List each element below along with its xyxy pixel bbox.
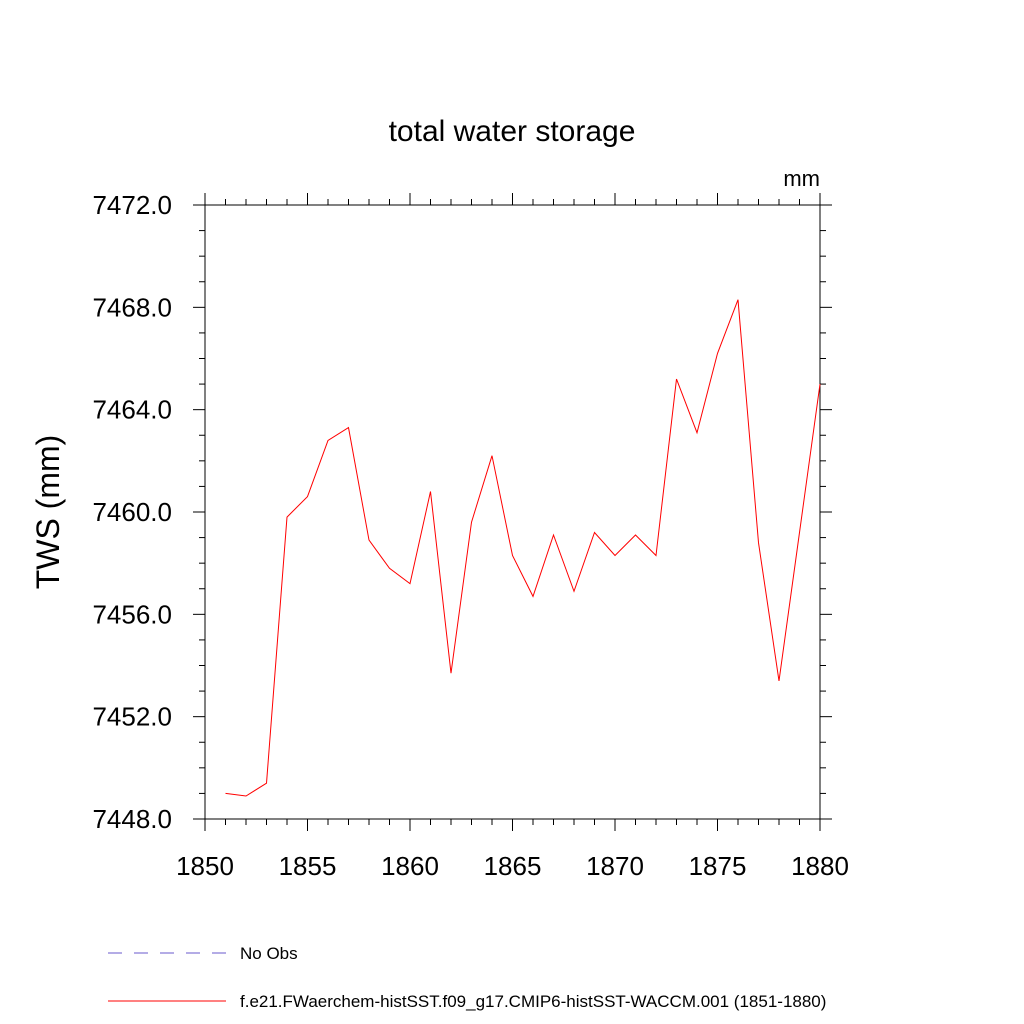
y-tick-label: 7468.0 [92, 292, 172, 322]
y-tick-label: 7448.0 [92, 804, 172, 834]
y-tick-label: 7452.0 [92, 702, 172, 732]
x-tick-label: 1855 [279, 851, 337, 881]
y-tick-label: 7456.0 [92, 599, 172, 629]
legend-label-no-obs: No Obs [240, 944, 298, 963]
x-tick-label: 1865 [484, 851, 542, 881]
units-label: mm [783, 166, 820, 191]
y-tick-label: 7472.0 [92, 190, 172, 220]
legend-label-model: f.e21.FWaerchem-histSST.f09_g17.CMIP6-hi… [240, 992, 826, 1011]
x-tick-labels: 1850 1855 1860 1865 1870 1875 1880 [176, 851, 849, 881]
legend: No Obs f.e21.FWaerchem-histSST.f09_g17.C… [108, 944, 826, 1011]
x-tick-label: 1850 [176, 851, 234, 881]
y-axis-label: TWS (mm) [30, 435, 66, 590]
chart-title: total water storage [389, 115, 636, 148]
y-tick-label: 7464.0 [92, 395, 172, 425]
series-line [225, 299, 821, 797]
plot-frame [204, 204, 821, 820]
series-layer [225, 299, 821, 797]
ticks-layer [193, 193, 832, 831]
x-tick-label: 1875 [689, 851, 747, 881]
y-tick-labels: 7448.0 7452.0 7456.0 7460.0 7464.0 7468.0 7472… [92, 190, 172, 834]
x-tick-label: 1880 [791, 851, 849, 881]
y-tick-label: 7460.0 [92, 497, 172, 527]
x-tick-label: 1870 [586, 851, 644, 881]
x-tick-label: 1860 [381, 851, 439, 881]
